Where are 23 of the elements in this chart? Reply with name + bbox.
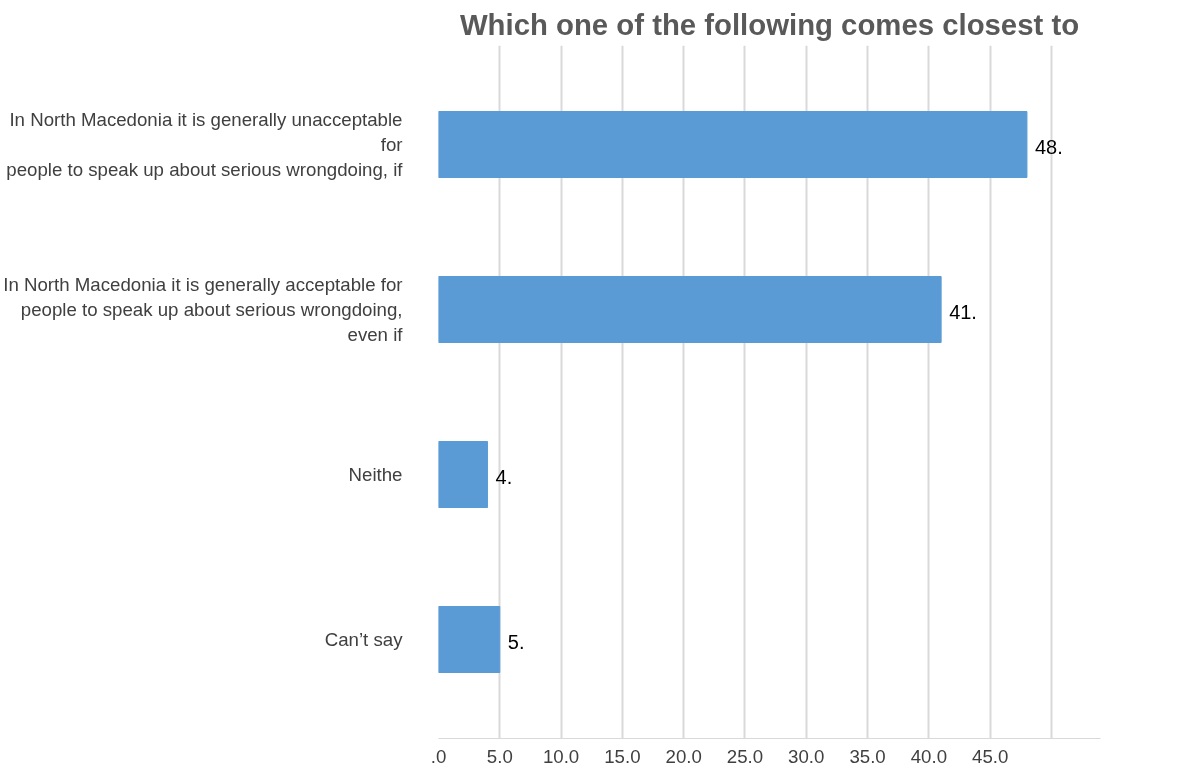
bar <box>438 111 1028 178</box>
y-tick-label: In North Macedonia it is generally acceptable for people to speak up about serious wrongdoing, even if <box>3 273 404 346</box>
data-label: 41. <box>949 300 977 323</box>
y-tick-label: Neithe <box>348 464 403 485</box>
data-label: 5. <box>507 630 525 653</box>
data-label: 48. <box>1034 135 1063 158</box>
bar <box>438 441 489 508</box>
x-tick-label: 45.0 <box>972 745 1009 767</box>
x-tick-label: 5.0 <box>486 745 513 767</box>
bar <box>438 606 501 673</box>
data-label: 4. <box>495 465 513 488</box>
x-tick-label: 25.0 <box>726 745 764 767</box>
x-tick-label: 20.0 <box>665 745 702 767</box>
x-tick-label: 30.0 <box>788 745 825 767</box>
x-tick-label: .0 <box>430 745 447 767</box>
x-tick-label: 10.0 <box>542 745 580 767</box>
x-tick-label: 35.0 <box>849 745 886 767</box>
x-tick-label: 40.0 <box>910 745 948 767</box>
y-tick-label: In North Macedonia it is generally unacceptable for people to speak up about serious wrongdoing, if <box>6 108 404 181</box>
chart-title: Which one of the following comes closest to <box>459 7 1080 41</box>
bar <box>438 276 942 343</box>
x-tick-label: 15.0 <box>604 745 641 767</box>
y-tick-label: Can’t say <box>324 629 404 650</box>
